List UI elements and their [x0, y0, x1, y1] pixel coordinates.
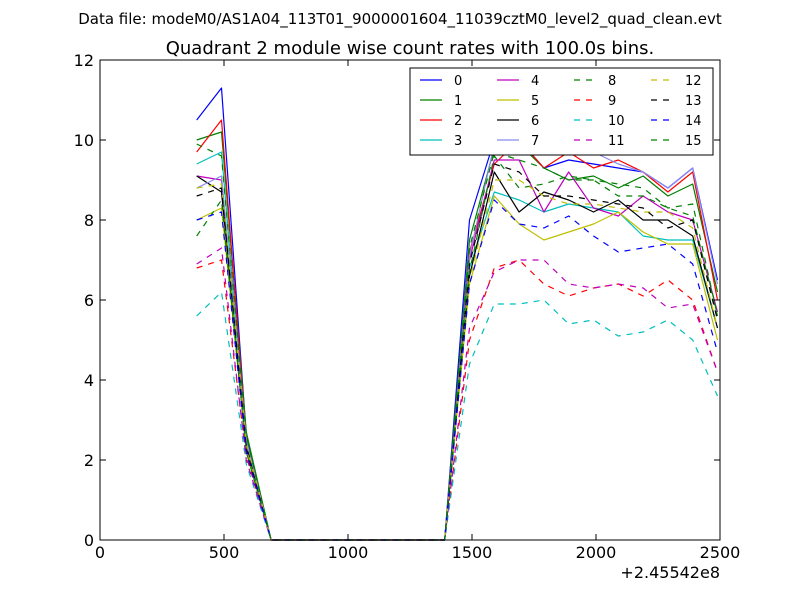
x-tick-label-2000: 2000 [576, 543, 617, 562]
legend-label-4: 4 [531, 74, 539, 89]
legend-label-15: 15 [685, 134, 702, 149]
chart-title: Quadrant 2 module wise count rates with … [166, 38, 655, 59]
x-tick-label-0: 0 [95, 543, 105, 562]
y-tick-label-10: 10 [74, 131, 94, 150]
legend-label-3: 3 [454, 134, 462, 149]
legend-label-8: 8 [608, 74, 616, 89]
x-tick-label-1500: 1500 [452, 543, 493, 562]
series-line-14 [196, 199, 719, 541]
legend-label-12: 12 [685, 74, 702, 89]
x-tick-label-2500: 2500 [700, 543, 741, 562]
series-line-13 [196, 163, 719, 541]
y-tick-label-2: 2 [84, 451, 94, 470]
legend-label-9: 9 [608, 94, 616, 109]
series-line-9 [196, 259, 719, 541]
x-tick-label-500: 500 [209, 543, 240, 562]
legend-label-13: 13 [685, 94, 702, 109]
legend-label-7: 7 [531, 134, 539, 149]
legend-label-11: 11 [608, 134, 625, 149]
x-axis-offset-label: +2.45542e8 [620, 563, 720, 582]
legend-label-1: 1 [454, 94, 462, 109]
y-tick-label-12: 12 [74, 51, 94, 70]
legend-label-6: 6 [531, 114, 539, 129]
legend-label-2: 2 [454, 114, 462, 129]
y-tick-label-4: 4 [84, 371, 94, 390]
figure-suptitle: Data file: modeM0/AS1A04_113T01_90000016… [78, 10, 722, 29]
legend-box [409, 67, 714, 156]
y-tick-label-8: 8 [84, 211, 94, 230]
y-tick-label-6: 6 [84, 291, 94, 310]
legend-label-5: 5 [531, 94, 539, 109]
legend-label-0: 0 [454, 74, 462, 89]
legend-label-10: 10 [608, 114, 625, 129]
y-tick-label-0: 0 [84, 531, 94, 550]
x-tick-label-1000: 1000 [328, 543, 369, 562]
legend-label-14: 14 [685, 114, 702, 129]
series-line-15 [196, 143, 719, 541]
